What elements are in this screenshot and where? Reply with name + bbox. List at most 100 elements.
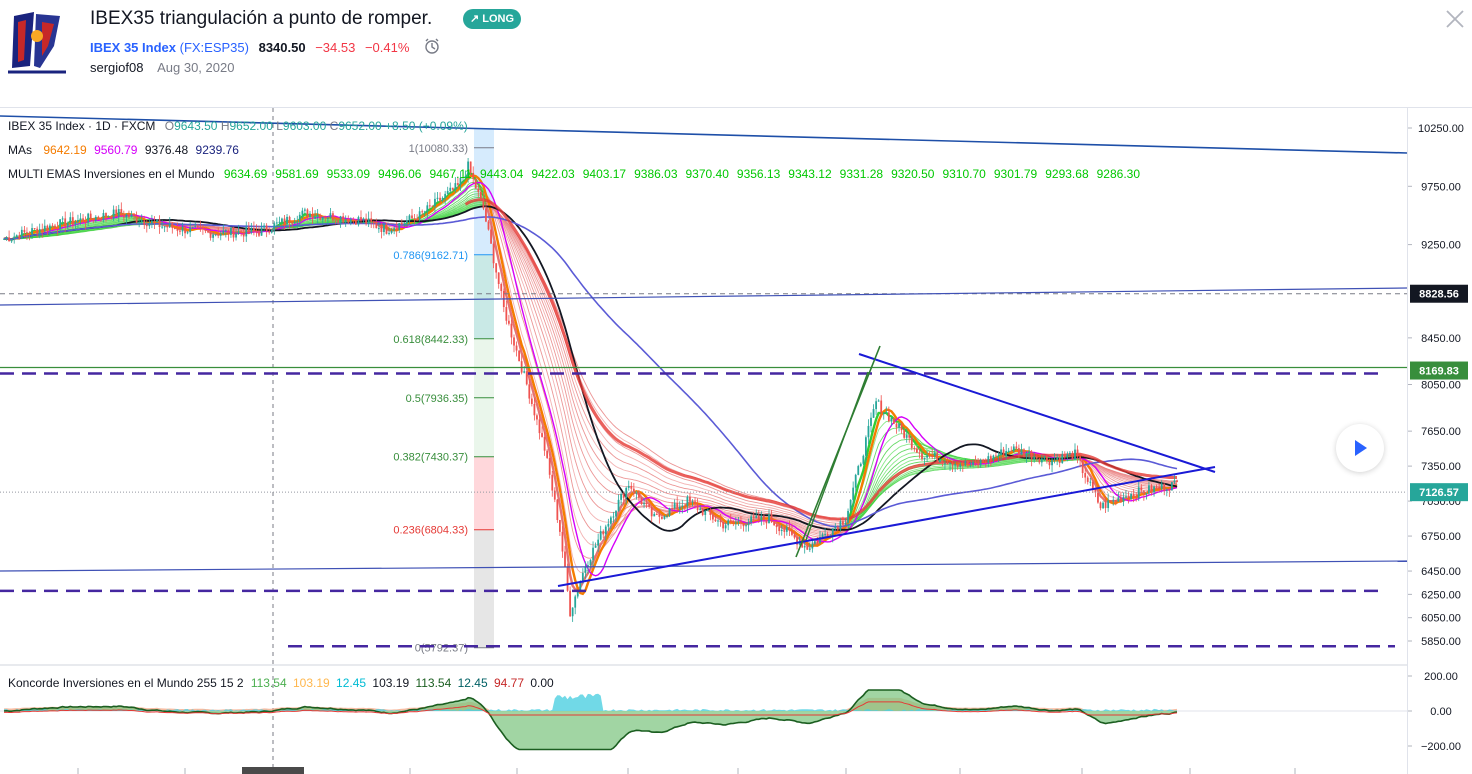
candle-body <box>459 177 462 185</box>
candle-body <box>100 218 102 221</box>
symbol-code[interactable]: (FX:ESP35) <box>179 40 249 55</box>
close-icon[interactable] <box>1444 8 1466 30</box>
candle-body <box>352 219 355 221</box>
candle-body <box>355 220 357 225</box>
candle-body <box>1122 496 1125 502</box>
koncorde-value-5: 113.54 <box>415 676 452 690</box>
candle-body <box>71 217 74 225</box>
candle-body <box>727 520 730 526</box>
candle-body <box>92 218 95 221</box>
candle-body <box>533 403 536 416</box>
candle-body <box>834 526 837 529</box>
candle-body <box>451 187 454 190</box>
candle-body <box>1120 497 1122 502</box>
candle-body <box>617 499 620 511</box>
candle-body <box>1112 500 1115 502</box>
candle-body <box>186 232 189 234</box>
multi-ema-value: 9496.06 <box>378 167 422 181</box>
symbol-name[interactable]: IBEX 35 Index <box>90 40 176 55</box>
main-legend[interactable]: IBEX 35 Index · 1D · FXCM O9643.50 H9652… <box>8 119 468 133</box>
candle-body <box>709 509 712 515</box>
author-line: sergiof08 Aug 30, 2020 <box>90 60 234 75</box>
price-chart[interactable]: 1(10080.33) 0.786(9162.71) 0.618(8442.33) 0… <box>0 107 1472 774</box>
candle-body <box>428 205 431 207</box>
author-name[interactable]: sergiof08 <box>90 60 144 75</box>
candle-body <box>995 455 997 457</box>
candle-body <box>1012 446 1015 452</box>
candle-body <box>969 465 972 467</box>
candle-body <box>107 216 110 218</box>
candle-body <box>1025 453 1028 457</box>
axis-tick-label: 10250.00 <box>1418 123 1464 135</box>
candle-body <box>36 228 39 235</box>
triangle-resistance-line <box>858 353 1216 473</box>
candle-body <box>115 209 118 217</box>
candle-body <box>84 221 87 223</box>
candle-body <box>97 216 100 219</box>
candle-body <box>393 228 396 231</box>
candle-body <box>732 520 735 523</box>
candle-body <box>951 462 954 466</box>
candle-body <box>967 461 969 466</box>
play-replay-button[interactable] <box>1336 424 1384 472</box>
candle-body <box>8 237 10 242</box>
candle-body <box>717 520 719 522</box>
candle-body <box>663 516 666 519</box>
candle-body <box>485 208 487 222</box>
candle-body <box>821 534 824 538</box>
candle-body <box>342 216 345 223</box>
candle-body <box>638 491 640 498</box>
mas-legend[interactable]: MAs 9642.19 9560.79 9376.48 9239.76 <box>8 143 239 157</box>
koncorde-legend[interactable]: Koncorde Inversiones en el Mundo 255 15 … <box>8 676 554 690</box>
candle-body <box>882 412 885 414</box>
alarm-clock-icon[interactable] <box>423 37 441 55</box>
candle-body <box>74 221 77 225</box>
candle-body <box>406 220 408 224</box>
candle-body <box>344 219 347 223</box>
candle-body <box>151 221 153 224</box>
candle-body <box>214 234 217 236</box>
multi-ema-value: 9356.13 <box>736 167 781 181</box>
candle-body <box>1020 449 1023 455</box>
candle-body <box>237 231 240 234</box>
candle-body <box>421 211 424 213</box>
multi-ema-legend[interactable]: MULTI EMAS Inversiones en el Mundo 9634.… <box>8 167 1148 181</box>
candle-body <box>913 447 916 449</box>
multi-ema-value: 9370.40 <box>685 167 729 181</box>
price-label-box <box>1410 361 1468 380</box>
candles <box>3 157 1178 622</box>
multi-ema-value: 9320.50 <box>891 167 935 181</box>
candle-body <box>1033 456 1036 460</box>
candle-body <box>742 523 745 527</box>
candle-body <box>222 230 225 234</box>
candle-body <box>640 497 643 504</box>
fib-zone-786 <box>474 254 494 339</box>
candle-body <box>1165 489 1168 491</box>
candle-body <box>411 215 413 219</box>
candle-body <box>324 216 327 219</box>
koncorde-value-3: 12.45 <box>336 676 367 690</box>
candle-body <box>543 436 546 451</box>
koncorde-axis-label: −200.00 <box>1421 741 1461 753</box>
candle-body <box>1043 456 1046 459</box>
candle-body <box>474 178 477 189</box>
candle-body <box>395 228 398 231</box>
candle-body <box>775 525 778 528</box>
drawn-lines[interactable] <box>0 108 1408 770</box>
candle-body <box>604 526 607 535</box>
candle-body <box>120 209 123 215</box>
candle-body <box>196 226 199 228</box>
candle-body <box>166 226 169 228</box>
candle-body <box>859 463 862 467</box>
koncorde-axis-label: 0.00 <box>1430 706 1451 718</box>
candle-body <box>842 521 844 525</box>
candle-body <box>1010 450 1013 452</box>
candle-body <box>500 283 503 292</box>
candle-body <box>1148 485 1150 494</box>
candle-body <box>423 211 426 213</box>
price-axis[interactable]: 10250.00 9750.00 9250.00 8450.00 8050.00 7650… <box>77 108 1472 774</box>
candle-body <box>887 412 890 422</box>
candle-body <box>125 214 128 218</box>
candle-body <box>857 466 860 475</box>
candle-body <box>54 225 56 229</box>
